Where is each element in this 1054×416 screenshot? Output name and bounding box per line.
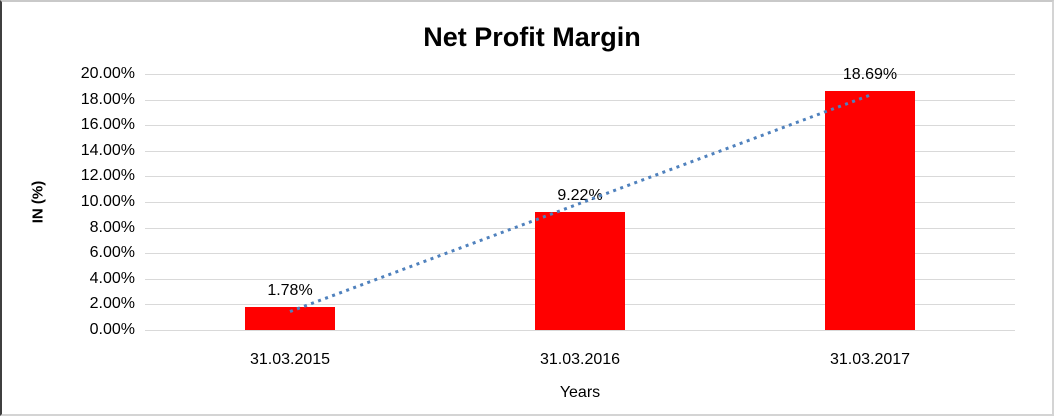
gridline [145,176,1015,177]
category-label: 31.03.2017 [829,351,911,368]
y-tick-label: 10.00% [80,193,135,210]
y-tick-label: 8.00% [89,219,135,236]
y-tick-label: 0.00% [89,321,135,338]
trendline [289,93,871,313]
y-tick-label: 20.00% [80,65,135,82]
y-tick-label: 12.00% [80,167,135,184]
y-tick-label: 14.00% [80,142,135,159]
category-label: 31.03.2015 [249,351,331,368]
y-tick-label: 18.00% [80,91,135,108]
y-tick-label: 4.00% [89,270,135,287]
gridline [145,100,1015,101]
gridline [145,125,1015,126]
y-tick-label: 6.00% [89,244,135,261]
bar-value-label: 1.78% [267,282,313,299]
bar-31.03.2015 [245,307,335,330]
y-axis-title: IN (%) [29,180,47,224]
x-axis-title: Years [559,384,601,401]
gridline [145,330,1015,331]
gridline [145,74,1015,75]
chart-title: Net Profit Margin [423,22,641,52]
gridline [145,151,1015,152]
plot-area: 1.78% 9.22% 18.69% [145,66,1015,331]
bar-value-label: 9.22% [557,187,603,204]
bar-31.03.2016 [535,212,625,330]
category-label: 31.03.2016 [539,351,621,368]
bar-value-label: 18.69% [842,66,898,83]
bar-31.03.2017 [825,91,915,330]
y-tick-label: 16.00% [80,116,135,133]
y-tick-label: 2.00% [89,295,135,312]
